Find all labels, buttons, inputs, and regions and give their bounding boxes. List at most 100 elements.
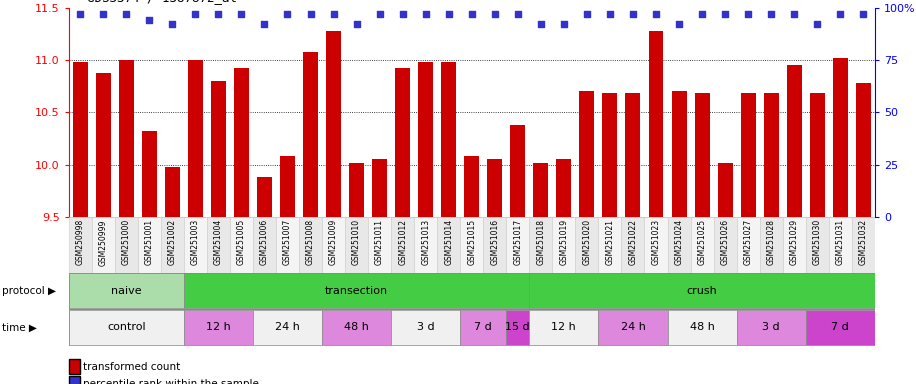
Text: GSM251026: GSM251026 bbox=[721, 219, 729, 265]
Text: GSM251016: GSM251016 bbox=[490, 219, 499, 265]
Text: GSM251004: GSM251004 bbox=[214, 219, 223, 265]
Bar bbox=[137, 217, 161, 273]
Bar bbox=[322, 310, 391, 345]
Point bbox=[211, 11, 225, 17]
Text: GSM251010: GSM251010 bbox=[352, 219, 361, 265]
Bar bbox=[372, 159, 387, 217]
Text: 48 h: 48 h bbox=[690, 322, 714, 333]
Text: 48 h: 48 h bbox=[344, 322, 369, 333]
Bar bbox=[69, 310, 184, 345]
Text: GSM251020: GSM251020 bbox=[583, 219, 592, 265]
Point bbox=[257, 22, 272, 28]
Point bbox=[694, 11, 709, 17]
Bar bbox=[391, 310, 460, 345]
Point bbox=[73, 11, 88, 17]
Point bbox=[234, 11, 249, 17]
Bar bbox=[533, 162, 549, 217]
Text: GSM251013: GSM251013 bbox=[421, 219, 431, 265]
Bar bbox=[507, 217, 529, 273]
Bar bbox=[556, 159, 572, 217]
Point bbox=[603, 11, 617, 17]
Point bbox=[165, 22, 180, 28]
Bar bbox=[598, 217, 621, 273]
Point bbox=[280, 11, 295, 17]
Text: percentile rank within the sample: percentile rank within the sample bbox=[83, 379, 259, 384]
Point bbox=[764, 11, 779, 17]
Text: GSM251002: GSM251002 bbox=[168, 219, 177, 265]
Bar bbox=[368, 217, 391, 273]
Text: 3 d: 3 d bbox=[762, 322, 780, 333]
Point bbox=[119, 11, 134, 17]
Point bbox=[303, 11, 318, 17]
Bar bbox=[529, 310, 598, 345]
Text: GSM251028: GSM251028 bbox=[767, 219, 776, 265]
Point bbox=[326, 11, 341, 17]
Bar bbox=[621, 217, 645, 273]
Bar bbox=[787, 65, 802, 217]
Text: time ▶: time ▶ bbox=[2, 322, 37, 333]
Text: 7 d: 7 d bbox=[474, 322, 492, 333]
Text: GSM251029: GSM251029 bbox=[790, 219, 799, 265]
Text: GSM251000: GSM251000 bbox=[122, 219, 131, 265]
Point bbox=[188, 11, 202, 17]
Bar bbox=[507, 310, 529, 345]
Point bbox=[372, 11, 387, 17]
Bar bbox=[510, 125, 525, 217]
Bar bbox=[165, 167, 180, 217]
Bar bbox=[161, 217, 184, 273]
Text: crush: crush bbox=[687, 286, 717, 296]
Text: GSM251012: GSM251012 bbox=[398, 219, 407, 265]
Bar bbox=[142, 131, 157, 217]
Bar bbox=[69, 273, 184, 308]
Bar bbox=[717, 162, 733, 217]
Bar bbox=[829, 217, 852, 273]
Bar bbox=[188, 60, 202, 217]
Bar bbox=[552, 217, 575, 273]
Text: GSM251027: GSM251027 bbox=[744, 219, 753, 265]
Bar bbox=[345, 217, 368, 273]
Text: GSM251018: GSM251018 bbox=[537, 219, 545, 265]
Bar bbox=[437, 217, 460, 273]
Point bbox=[718, 11, 733, 17]
Text: 24 h: 24 h bbox=[275, 322, 300, 333]
Point bbox=[580, 11, 594, 17]
Bar bbox=[234, 68, 249, 217]
Text: GSM251014: GSM251014 bbox=[444, 219, 453, 265]
Bar bbox=[276, 217, 299, 273]
Text: transformed count: transformed count bbox=[83, 362, 180, 372]
Text: GSM251003: GSM251003 bbox=[191, 219, 200, 265]
Bar bbox=[414, 217, 437, 273]
Bar bbox=[782, 217, 806, 273]
Point bbox=[671, 22, 686, 28]
Text: GSM251015: GSM251015 bbox=[467, 219, 476, 265]
Bar bbox=[856, 83, 871, 217]
Bar bbox=[253, 217, 276, 273]
Bar bbox=[442, 62, 456, 217]
Text: 12 h: 12 h bbox=[206, 322, 231, 333]
Text: GSM251011: GSM251011 bbox=[376, 219, 384, 265]
Point bbox=[96, 11, 111, 17]
Text: GSM251017: GSM251017 bbox=[513, 219, 522, 265]
Point bbox=[464, 11, 479, 17]
Text: GSM250998: GSM250998 bbox=[76, 219, 84, 265]
Point bbox=[856, 11, 870, 17]
Text: 24 h: 24 h bbox=[620, 322, 646, 333]
Text: control: control bbox=[107, 322, 146, 333]
Bar bbox=[326, 31, 341, 217]
Bar bbox=[649, 31, 663, 217]
Text: GSM251008: GSM251008 bbox=[306, 219, 315, 265]
Bar bbox=[119, 60, 134, 217]
Bar bbox=[391, 217, 414, 273]
Bar bbox=[72, 62, 88, 217]
Bar bbox=[230, 217, 253, 273]
Bar bbox=[280, 156, 295, 217]
Bar bbox=[668, 310, 736, 345]
Point bbox=[810, 22, 824, 28]
Point bbox=[419, 11, 433, 17]
Bar bbox=[691, 217, 714, 273]
Text: 15 d: 15 d bbox=[506, 322, 530, 333]
Bar bbox=[464, 156, 479, 217]
Text: transection: transection bbox=[325, 286, 388, 296]
Text: GSM251022: GSM251022 bbox=[628, 219, 638, 265]
Bar bbox=[184, 217, 207, 273]
